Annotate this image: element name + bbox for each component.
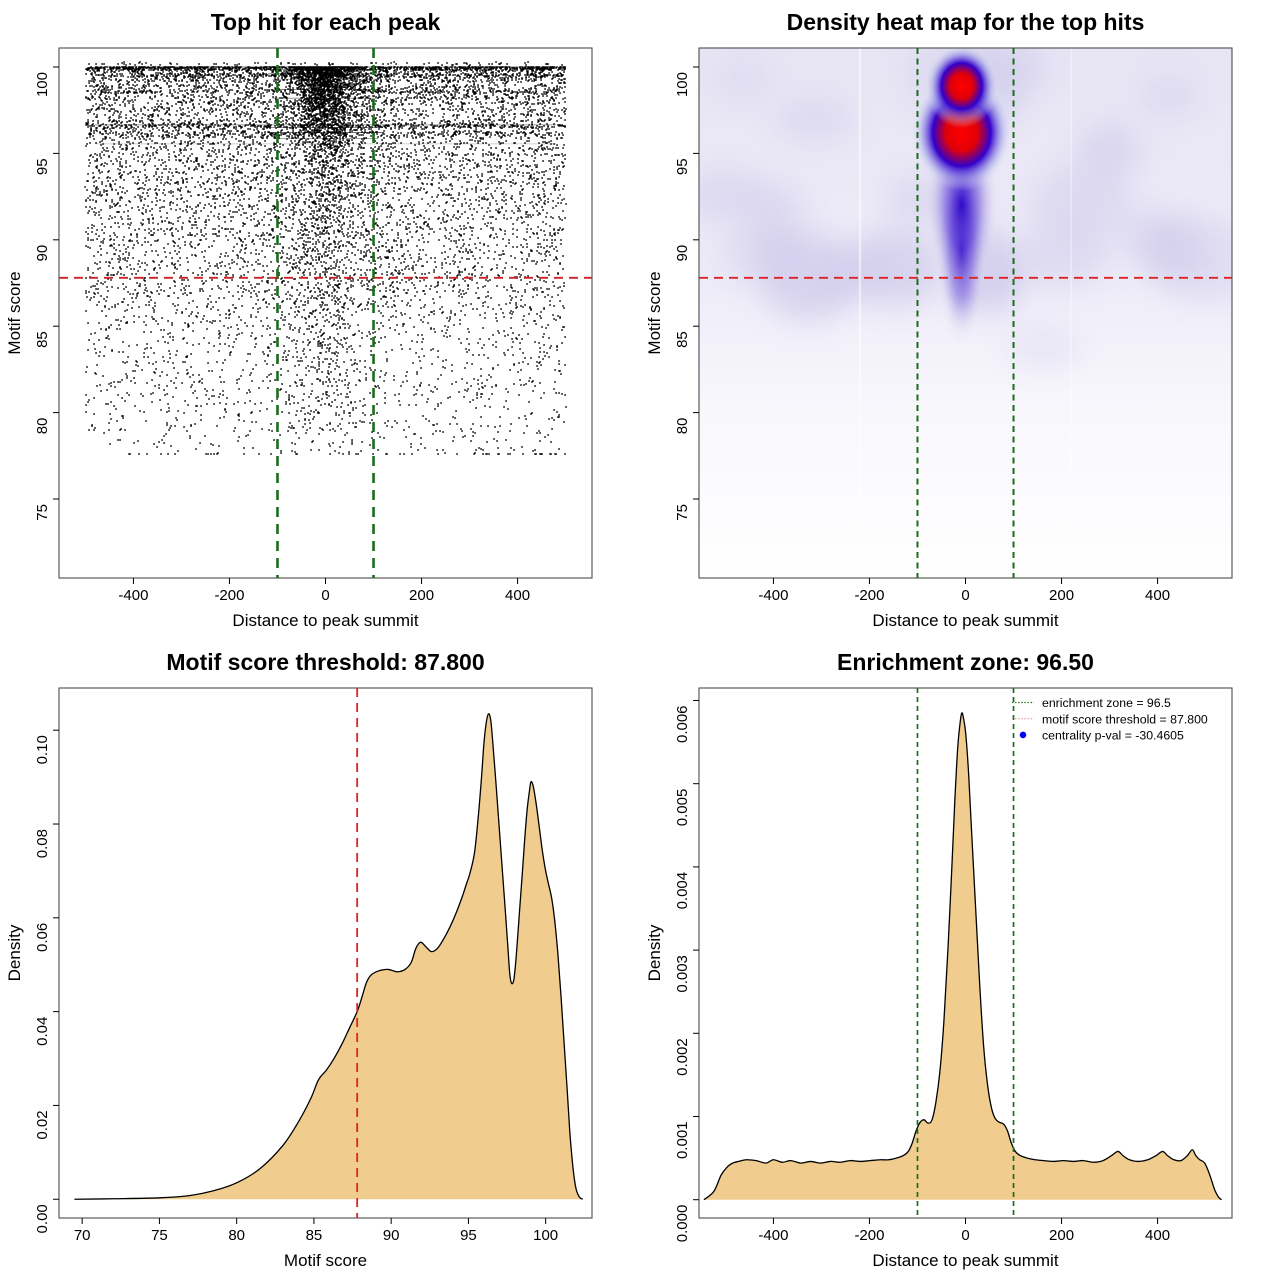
svg-text:0.004: 0.004 (674, 872, 691, 910)
svg-text:Motif score: Motif score (5, 271, 24, 354)
svg-text:400: 400 (1145, 587, 1170, 604)
svg-text:Density: Density (5, 924, 24, 981)
svg-text:0.08: 0.08 (34, 829, 51, 858)
svg-text:-200: -200 (854, 1227, 884, 1244)
svg-text:85: 85 (306, 1227, 323, 1244)
svg-text:Density: Density (645, 924, 664, 981)
svg-text:Motif score: Motif score (645, 271, 664, 354)
svg-text:95: 95 (34, 158, 51, 175)
svg-text:0.04: 0.04 (34, 1017, 51, 1046)
svg-text:Density heat map for the top h: Density heat map for the top hits (787, 9, 1145, 35)
svg-text:100: 100 (34, 72, 51, 97)
svg-text:0.000: 0.000 (674, 1205, 691, 1243)
svg-text:0: 0 (321, 587, 329, 604)
svg-text:70: 70 (74, 1227, 91, 1244)
svg-text:400: 400 (1145, 1227, 1170, 1244)
svg-text:200: 200 (409, 587, 434, 604)
svg-text:90: 90 (383, 1227, 400, 1244)
svg-text:80: 80 (674, 418, 691, 435)
svg-text:Distance to peak summit: Distance to peak summit (232, 611, 418, 630)
svg-text:Motif score threshold: 87.800: Motif score threshold: 87.800 (166, 649, 484, 675)
svg-text:centrality p-val = -30.4605: centrality p-val = -30.4605 (1042, 729, 1184, 743)
svg-text:0.006: 0.006 (674, 705, 691, 743)
svg-text:95: 95 (674, 158, 691, 175)
svg-text:200: 200 (1049, 1227, 1074, 1244)
svg-text:-200: -200 (854, 587, 884, 604)
svg-text:0: 0 (961, 1227, 969, 1244)
svg-text:0.10: 0.10 (34, 735, 51, 764)
svg-text:enrichment zone = 96.5: enrichment zone = 96.5 (1042, 696, 1171, 710)
svg-text:80: 80 (228, 1227, 245, 1244)
svg-text:motif score threshold = 87.800: motif score threshold = 87.800 (1042, 712, 1208, 726)
svg-text:85: 85 (674, 331, 691, 348)
svg-text:Distance to peak summit: Distance to peak summit (872, 611, 1058, 630)
svg-text:0.002: 0.002 (674, 1038, 691, 1076)
svg-text:0.003: 0.003 (674, 955, 691, 993)
svg-text:95: 95 (460, 1227, 477, 1244)
svg-text:-400: -400 (758, 1227, 788, 1244)
svg-text:85: 85 (34, 331, 51, 348)
svg-text:Top hit for each peak: Top hit for each peak (211, 9, 441, 35)
svg-text:Motif score: Motif score (284, 1251, 367, 1270)
svg-text:100: 100 (533, 1227, 558, 1244)
svg-text:0: 0 (961, 587, 969, 604)
svg-text:100: 100 (674, 72, 691, 97)
svg-text:80: 80 (34, 418, 51, 435)
svg-text:0.005: 0.005 (674, 789, 691, 827)
svg-text:0.06: 0.06 (34, 923, 51, 952)
svg-text:-400: -400 (758, 587, 788, 604)
svg-text:-200: -200 (214, 587, 244, 604)
svg-text:Distance to peak summit: Distance to peak summit (872, 1251, 1058, 1270)
svg-text:Enrichment zone: 96.50: Enrichment zone: 96.50 (837, 649, 1094, 675)
svg-text:75: 75 (674, 504, 691, 521)
svg-text:0.02: 0.02 (34, 1110, 51, 1139)
svg-text:200: 200 (1049, 587, 1074, 604)
svg-text:90: 90 (34, 245, 51, 262)
svg-text:75: 75 (34, 504, 51, 521)
svg-text:0.00: 0.00 (34, 1204, 51, 1233)
svg-text:90: 90 (674, 245, 691, 262)
svg-text:400: 400 (505, 587, 530, 604)
svg-text:-400: -400 (118, 587, 148, 604)
svg-text:0.001: 0.001 (674, 1121, 691, 1159)
svg-text:75: 75 (151, 1227, 168, 1244)
